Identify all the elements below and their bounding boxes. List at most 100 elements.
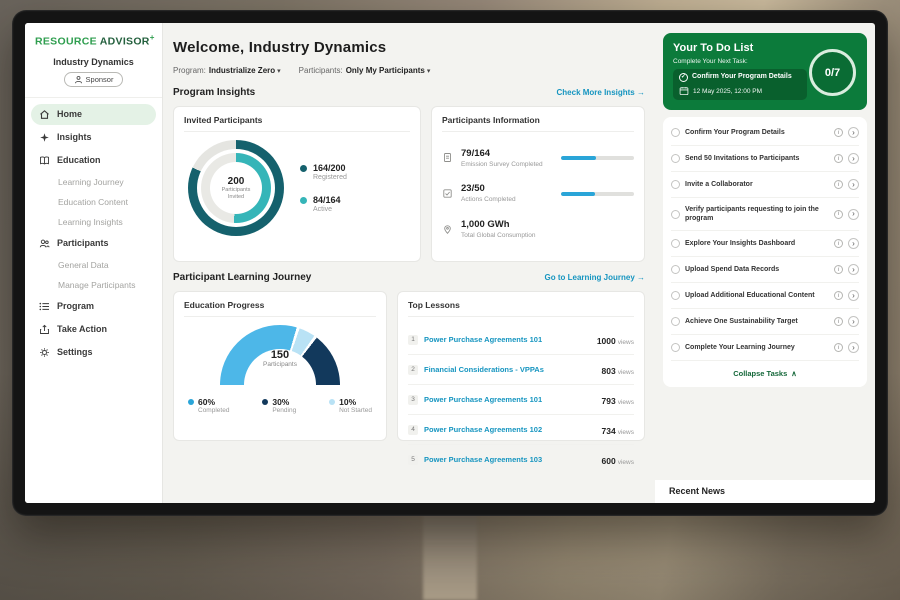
task-checkbox[interactable]: [671, 209, 680, 219]
legend-dot: [300, 197, 307, 204]
logo-primary: RESOURCE: [35, 35, 97, 48]
metric-value: 1,000 GWh: [461, 219, 510, 231]
people-icon: [39, 239, 50, 247]
sidebar-item-education[interactable]: Education: [31, 150, 156, 171]
info-icon[interactable]: i: [834, 154, 843, 163]
lesson-row[interactable]: 5 Power Purchase Agreements 103 600 views: [408, 445, 634, 474]
program-dropdown[interactable]: Program: Industrialize Zero ▾: [173, 66, 281, 75]
sidebar-item-take-action[interactable]: Take Action: [31, 319, 156, 340]
lesson-row[interactable]: 2 Financial Considerations - VPPAs 803 vi…: [408, 355, 634, 385]
sidebar-item-participants[interactable]: Participants: [31, 233, 156, 254]
sidebar-item-learning-journey[interactable]: Learning Journey: [31, 173, 156, 191]
info-icon[interactable]: i: [834, 239, 843, 249]
gear-icon: [40, 347, 49, 357]
survey-icon: [444, 153, 451, 163]
info-icon[interactable]: i: [834, 265, 843, 275]
legend-dot: [300, 165, 307, 172]
task-row[interactable]: Send 50 Invitations to Participants i ›: [671, 146, 859, 172]
gauge-center-value: 150: [270, 349, 290, 361]
chevron-right-icon[interactable]: ›: [848, 342, 859, 354]
gauge-center-label: Participants: [263, 361, 297, 368]
book-icon: [40, 156, 49, 165]
info-icon[interactable]: i: [834, 317, 843, 327]
go-to-learning-journey-link[interactable]: Go to Learning Journey →: [545, 273, 645, 282]
legend-dot: [188, 399, 194, 405]
invited-donut-chart: 200 Participants Invited: [188, 140, 284, 236]
check-more-insights-link[interactable]: Check More Insights →: [557, 88, 645, 97]
filters-row: Program: Industrialize Zero ▾ Participants…: [173, 66, 645, 75]
sparkle-icon: [40, 132, 49, 142]
lesson-row[interactable]: 3 Power Purchase Agreements 101 793 views: [408, 385, 634, 415]
info-icon[interactable]: i: [834, 128, 843, 137]
location-pin-icon: [444, 225, 451, 234]
todo-progress-ring: 0/7: [809, 49, 856, 96]
task-label: Confirm Your Program Details: [685, 128, 785, 136]
lesson-row[interactable]: 4 Power Purchase Agreements 102 734 views: [408, 415, 634, 445]
task-row[interactable]: Upload Spend Data Records i ›: [671, 257, 859, 284]
lesson-link[interactable]: Power Purchase Agreements 103: [424, 455, 543, 464]
chevron-right-icon[interactable]: ›: [848, 238, 859, 250]
sidebar-item-settings[interactable]: Settings: [31, 342, 156, 363]
sidebar-item-program[interactable]: Program: [31, 296, 156, 317]
sidebar-item-general-data[interactable]: General Data: [31, 256, 156, 274]
chevron-right-icon[interactable]: ›: [848, 153, 859, 164]
task-row[interactable]: Achieve One Sustainability Target i ›: [671, 309, 859, 336]
participants-dropdown[interactable]: Participants: Only My Participants ▾: [299, 66, 431, 75]
progress-bar: [561, 155, 634, 160]
card-title: Participants Information: [442, 115, 634, 132]
lesson-row[interactable]: 1 Power Purchase Agreements 101 1000 view…: [408, 325, 634, 355]
sidebar-item-learning-insights[interactable]: Learning Insights: [31, 213, 156, 231]
insights-cards-row: Invited Participants 200 Participants In…: [173, 106, 645, 262]
sidebar-item-label: Learning Journey: [58, 176, 124, 187]
sidebar-item-insights[interactable]: Insights: [31, 127, 156, 148]
education-gauge-chart: 150 Participants: [220, 325, 340, 385]
task-row[interactable]: Explore Your Insights Dashboard i ›: [671, 231, 859, 258]
info-icon[interactable]: i: [834, 180, 843, 189]
chevron-down-icon: ▾: [277, 68, 281, 75]
task-label: Invite a Collaborator: [685, 180, 753, 188]
lesson-link[interactable]: Power Purchase Agreements 101: [424, 335, 543, 344]
chevron-right-icon[interactable]: ›: [848, 290, 859, 302]
task-checkbox[interactable]: [671, 180, 680, 189]
monitor-bezel: RESOURCE ADVISOR+ Industry Dynamics Spon…: [12, 10, 888, 516]
task-checkbox[interactable]: [671, 128, 680, 137]
task-checkbox[interactable]: [671, 317, 680, 327]
todo-title: Your To Do List: [673, 42, 754, 54]
task-label: Explore Your Insights Dashboard: [685, 240, 796, 248]
person-icon: [74, 75, 82, 83]
lesson-link[interactable]: Financial Considerations - VPPAs: [424, 365, 544, 374]
next-task-pill[interactable]: ✓ Confirm Your Program Details 12 May 20…: [673, 69, 807, 100]
chevron-right-icon[interactable]: ›: [848, 127, 859, 138]
collapse-tasks-button[interactable]: Collapse Tasks ∧: [671, 361, 859, 385]
task-row[interactable]: Upload Additional Educational Content i …: [671, 283, 859, 310]
lesson-rank: 4: [408, 424, 418, 435]
task-row[interactable]: Verify participants requesting to join t…: [671, 198, 859, 232]
top-lessons-card: Top Lessons 1 Power Purchase Agreements …: [397, 291, 645, 466]
chevron-right-icon[interactable]: ›: [848, 208, 859, 220]
info-icon[interactable]: i: [834, 343, 843, 353]
task-checkbox[interactable]: [671, 265, 680, 275]
task-checkbox[interactable]: [671, 291, 680, 301]
sidebar-item-education-content[interactable]: Education Content: [31, 193, 156, 211]
next-task-label: Confirm Your Program Details: [692, 73, 792, 81]
task-row[interactable]: Invite a Collaborator i ›: [671, 172, 859, 198]
recent-news-header[interactable]: Recent News: [655, 480, 875, 503]
sidebar-item-manage-participants[interactable]: Manage Participants: [31, 276, 156, 294]
lesson-link[interactable]: Power Purchase Agreements 101: [424, 395, 543, 404]
task-row[interactable]: Complete Your Learning Journey i ›: [671, 335, 859, 362]
metric-emission-survey: 79/164 Emission Survey Completed: [442, 140, 634, 176]
info-icon[interactable]: i: [834, 291, 843, 301]
legend-value: 84/164: [313, 195, 341, 205]
task-checkbox[interactable]: [671, 343, 680, 353]
info-icon[interactable]: i: [834, 209, 843, 219]
participants-dropdown-value: Only My Participants: [345, 66, 425, 75]
task-checkbox[interactable]: [671, 239, 680, 249]
lesson-link[interactable]: Power Purchase Agreements 102: [424, 425, 543, 434]
task-row[interactable]: Confirm Your Program Details i ›: [671, 120, 859, 146]
home-icon: [40, 109, 49, 119]
chevron-right-icon[interactable]: ›: [848, 316, 859, 328]
sidebar-item-home[interactable]: Home: [31, 103, 156, 125]
chevron-right-icon[interactable]: ›: [848, 179, 859, 190]
chevron-right-icon[interactable]: ›: [848, 264, 859, 276]
task-checkbox[interactable]: [671, 154, 680, 163]
